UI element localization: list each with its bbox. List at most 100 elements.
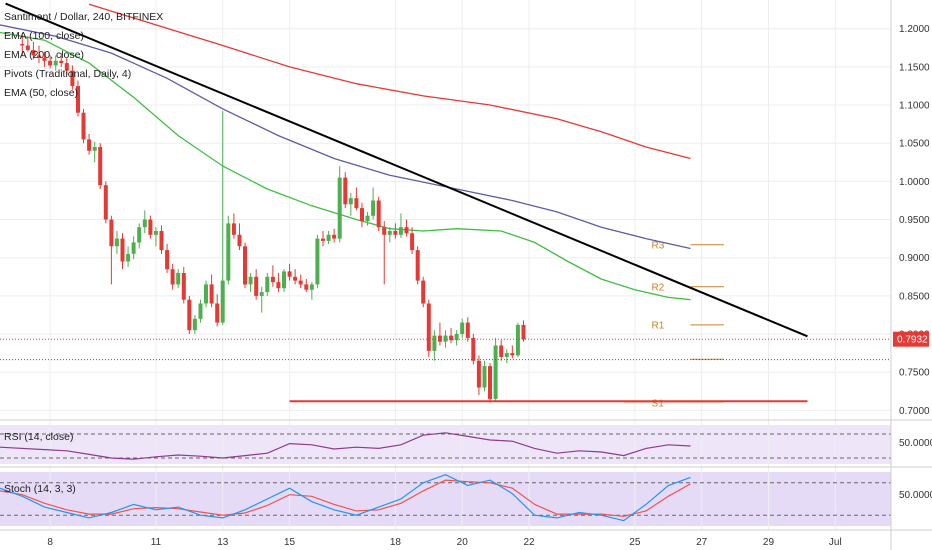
price-tick-label: 1.2000 bbox=[899, 24, 930, 35]
candle-body bbox=[64, 63, 69, 71]
candle-body bbox=[321, 238, 325, 241]
candle-body bbox=[488, 366, 492, 399]
time-tick-label: 22 bbox=[523, 537, 535, 548]
candle-body bbox=[376, 200, 381, 228]
candle-body bbox=[109, 219, 114, 247]
legend-entry-ema-200[interactable]: EMA (200, close) bbox=[4, 49, 84, 61]
indicator-layer bbox=[0, 432, 891, 522]
chart-title: Santiment / Dollar, 240, BITFINEX bbox=[4, 11, 163, 23]
stoch-k-line bbox=[0, 474, 691, 522]
candle-body bbox=[226, 223, 231, 281]
candle-body bbox=[276, 282, 281, 289]
last-price-badge: 0.7932 bbox=[893, 331, 929, 347]
candle-body bbox=[465, 322, 470, 338]
candle-body bbox=[454, 334, 459, 341]
price-tick-label: 1.0000 bbox=[899, 177, 930, 188]
candle-body bbox=[31, 50, 36, 56]
chart-legend: Santiment / Dollar, 240, BITFINEX EMA (1… bbox=[4, 11, 163, 495]
candle-body bbox=[393, 231, 398, 235]
candle-body bbox=[137, 227, 142, 243]
candle-body bbox=[415, 250, 420, 281]
candle-body bbox=[482, 366, 487, 388]
stoch-tick-label: 50.0000 bbox=[899, 490, 932, 501]
candle-body bbox=[148, 219, 153, 235]
candle-body bbox=[81, 112, 86, 140]
candle-body bbox=[153, 231, 158, 235]
candle-body bbox=[270, 276, 275, 283]
candle-body bbox=[254, 276, 259, 296]
candle-body bbox=[192, 318, 197, 331]
candle-body bbox=[421, 280, 426, 304]
candle-body bbox=[365, 215, 370, 221]
candle-body bbox=[504, 353, 509, 357]
candle-body bbox=[87, 139, 92, 151]
legend-entry-ema-100[interactable]: EMA (100, close) bbox=[4, 30, 84, 42]
candle-body bbox=[248, 276, 253, 285]
candle-body bbox=[315, 238, 320, 285]
candle-body bbox=[120, 238, 125, 262]
candle-body bbox=[187, 299, 192, 331]
time-tick-label: 27 bbox=[696, 537, 708, 548]
candle-body bbox=[220, 280, 225, 323]
legend-entry-ema-50[interactable]: EMA (50, close) bbox=[4, 87, 78, 99]
stoch-pane-background bbox=[0, 472, 891, 526]
candle-body bbox=[198, 303, 203, 319]
last-price-label: 0.7932 bbox=[897, 335, 928, 346]
candle-body bbox=[170, 269, 175, 285]
candle-body bbox=[20, 44, 25, 46]
candle-body bbox=[103, 185, 108, 220]
time-tick-label: 11 bbox=[151, 537, 162, 548]
candle-body bbox=[398, 227, 403, 235]
candle-body bbox=[360, 208, 364, 222]
candle-body bbox=[348, 198, 353, 205]
price-tick-label: 1.1500 bbox=[899, 62, 930, 73]
time-tick-label: Jul bbox=[829, 537, 842, 548]
candle-body bbox=[237, 234, 242, 247]
price-tick-label: 0.7500 bbox=[899, 368, 930, 379]
candle-body bbox=[343, 177, 348, 205]
legend-entry-pivots[interactable]: Pivots (Traditional, Daily, 4) bbox=[4, 68, 131, 80]
time-tick-label: 8 bbox=[47, 537, 53, 548]
pivot-level-label: R1 bbox=[652, 321, 665, 332]
price-tick-label: 0.9000 bbox=[899, 253, 930, 264]
candle-body bbox=[410, 233, 415, 251]
rsi-line bbox=[0, 432, 691, 460]
candle-body bbox=[460, 322, 465, 334]
time-tick-label: 29 bbox=[763, 537, 775, 548]
time-tick-label: 25 bbox=[629, 537, 641, 548]
candle-body bbox=[159, 231, 164, 251]
candle-body bbox=[471, 337, 476, 361]
candle-body bbox=[48, 60, 53, 66]
candle-body bbox=[131, 242, 136, 254]
candle-body bbox=[165, 250, 170, 270]
pivot-level-label: S1 bbox=[652, 399, 665, 410]
candle-body bbox=[298, 280, 303, 285]
candle-layer bbox=[20, 34, 526, 403]
overlay-layer bbox=[0, 2, 891, 403]
candle-body bbox=[521, 324, 526, 340]
rsi-label[interactable]: RSI (14, close) bbox=[4, 431, 73, 443]
pivot-level-label: R3 bbox=[652, 241, 665, 252]
candle-body bbox=[204, 284, 208, 304]
candle-body bbox=[282, 271, 286, 289]
descending-trendline bbox=[5, 2, 808, 338]
candle-body bbox=[142, 219, 147, 228]
candle-body bbox=[437, 335, 442, 342]
candle-body bbox=[404, 227, 409, 234]
price-tick-label: 0.7000 bbox=[899, 406, 930, 417]
stoch-d-line bbox=[0, 479, 691, 517]
candle-body bbox=[426, 303, 431, 351]
time-tick-label: 20 bbox=[457, 537, 469, 548]
candle-body bbox=[209, 284, 214, 304]
time-tick-label: 18 bbox=[390, 537, 402, 548]
candle-body bbox=[515, 324, 520, 356]
candle-body bbox=[25, 45, 30, 51]
price-tick-label: 0.9500 bbox=[899, 215, 930, 226]
candle-body bbox=[304, 284, 309, 290]
candle-body bbox=[432, 335, 437, 351]
stoch-label[interactable]: Stoch (14, 3, 3) bbox=[4, 483, 76, 495]
candle-body bbox=[243, 246, 247, 285]
time-tick-label: 15 bbox=[284, 537, 296, 548]
candle-body bbox=[37, 55, 41, 58]
